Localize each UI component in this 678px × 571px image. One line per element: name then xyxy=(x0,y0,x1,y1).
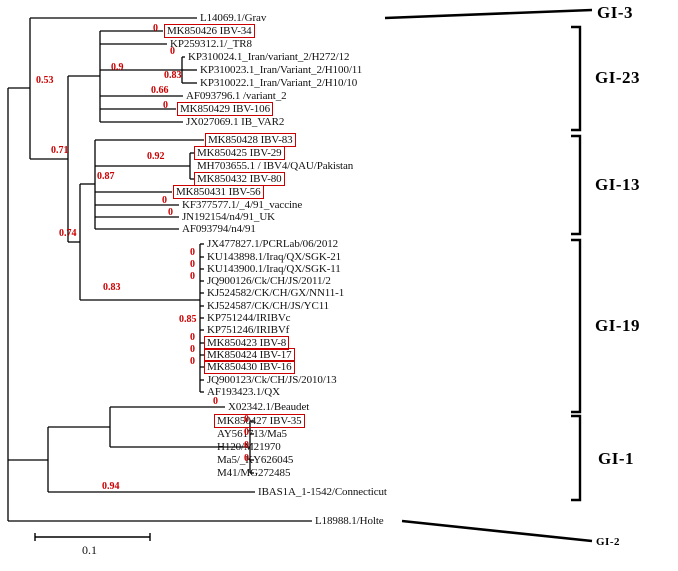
taxon-label: AF193423.1/QX xyxy=(207,386,280,398)
taxon-label: JQ900126/Ck/CH/JS/2011/2 xyxy=(207,275,331,287)
support-value: 0 xyxy=(190,332,195,343)
taxon-label: JX027069.1 IB_VAR2 xyxy=(186,116,285,128)
taxon-label-highlighted: MK850430 IBV-16 xyxy=(204,360,295,374)
taxon-label: JX477827.1/PCRLab/06/2012 xyxy=(207,238,339,250)
taxon-label: M41/MG272485 xyxy=(217,467,291,479)
support-value: 0 xyxy=(163,100,168,111)
support-value: 0 xyxy=(190,344,195,355)
clade-label-gi-2: GI-2 xyxy=(596,536,620,548)
taxon-label-highlighted: MK850426 IBV-34 xyxy=(164,24,255,38)
taxon-label: AY561713/Ma5 xyxy=(217,428,287,440)
support-value: 0.74 xyxy=(59,228,77,239)
clade-label-gi-3: GI-3 xyxy=(597,3,633,22)
taxon-label: KP310023.1_Iran/Variant_2/H100/11 xyxy=(200,64,363,76)
support-value: 0.71 xyxy=(51,145,69,156)
support-value: 0.66 xyxy=(151,85,169,96)
support-value: 0 xyxy=(168,207,173,218)
support-value: 0 xyxy=(190,247,195,258)
support-value: 0.92 xyxy=(147,151,165,162)
support-value: 0 xyxy=(190,259,195,270)
taxon-label: KP751246/IRIBVf xyxy=(207,324,290,336)
support-value: 0.53 xyxy=(36,75,54,86)
support-value: 0.87 xyxy=(97,171,115,182)
taxon-label: L14069.1/Grav xyxy=(200,12,267,24)
taxon-label-highlighted: MK850432 IBV-80 xyxy=(194,172,285,186)
support-value: 0 xyxy=(213,396,218,407)
support-value: 0 xyxy=(153,23,158,34)
clade-label-gi-23: GI-23 xyxy=(595,68,640,87)
taxon-label: JQ900123/Ck/CH/JS/2010/13 xyxy=(207,374,337,386)
taxon-label: KJ524582/CK/CH/GX/NN11-1 xyxy=(207,287,345,299)
clade-bracket xyxy=(571,134,582,236)
support-value: 0 xyxy=(244,427,249,438)
support-value: 0 xyxy=(244,440,249,451)
taxon-label: KU143898.1/Iraq/QX/SGK-21 xyxy=(207,251,342,263)
taxon-label-highlighted: MK850428 IBV-83 xyxy=(205,133,296,147)
taxon-label: KP751244/IRIBVc xyxy=(207,312,291,324)
clade-label-gi-19: GI-19 xyxy=(595,316,640,335)
support-value: 0.83 xyxy=(164,70,182,81)
clade-label-gi-1: GI-1 xyxy=(598,449,634,468)
clade-label-gi-13: GI-13 xyxy=(595,175,640,194)
taxon-label-highlighted: MK850425 IBV-29 xyxy=(194,146,285,160)
clade-bracket xyxy=(571,414,582,502)
taxon-label: JN192154/n4/91_UK xyxy=(182,211,276,223)
taxon-label: KF377577.1/_4/91_vaccine xyxy=(182,199,303,211)
taxon-label-highlighted: MK850427 IBV-35 xyxy=(214,414,305,428)
clade-connector-line xyxy=(384,8,593,20)
clade-bracket xyxy=(571,25,582,132)
taxon-label-highlighted: MK850429 IBV-106 xyxy=(177,102,273,116)
taxon-label-highlighted: MK850431 IBV-56 xyxy=(173,185,264,199)
taxon-label: MH703655.1 / IBV4/QAU/Pakistan xyxy=(197,160,354,172)
clade-connector-line xyxy=(401,519,593,543)
taxon-label: Ma5/_KY626045 xyxy=(217,454,294,466)
support-value: 0 xyxy=(244,453,249,464)
clade-bracket xyxy=(571,238,582,414)
support-value: 0.85 xyxy=(179,314,197,325)
taxon-label: IBAS1A_1-1542/Connecticut xyxy=(258,486,387,498)
support-value: 0 xyxy=(190,271,195,282)
taxon-label: L18988.1/Holte xyxy=(315,515,384,527)
taxon-label: KJ524587/CK/CH/JS/YC11 xyxy=(207,300,330,312)
support-value: 0.9 xyxy=(111,62,124,73)
taxon-label: AF093796.1 /variant_2 xyxy=(186,90,287,102)
taxon-label: KP310022.1_Iran/Variant_2/H10/10 xyxy=(200,77,358,89)
taxon-label: H120/M21970 xyxy=(217,441,281,453)
scale-bar-label: 0.1 xyxy=(82,543,97,557)
support-value: 0.94 xyxy=(102,481,120,492)
support-value: 0.83 xyxy=(103,282,121,293)
support-value: 0 xyxy=(190,356,195,367)
taxon-label: KP259312.1/_TR8 xyxy=(170,38,252,50)
taxon-label-highlighted: MK850424 IBV-17 xyxy=(204,348,295,362)
taxon-label: X02342.1/Beaudet xyxy=(228,401,310,413)
taxon-label: KP310024.1_Iran/variant_2/H272/12 xyxy=(188,51,350,63)
taxon-label: KU143900.1/Iraq/QX/SGK-11 xyxy=(207,263,341,275)
support-value: 0 xyxy=(170,46,175,57)
support-value: 0 xyxy=(162,195,167,206)
taxon-label: AF093794/n4/91 xyxy=(182,223,256,235)
support-value: 0 xyxy=(244,414,249,425)
taxon-label-highlighted: MK850423 IBV-8 xyxy=(204,336,290,350)
